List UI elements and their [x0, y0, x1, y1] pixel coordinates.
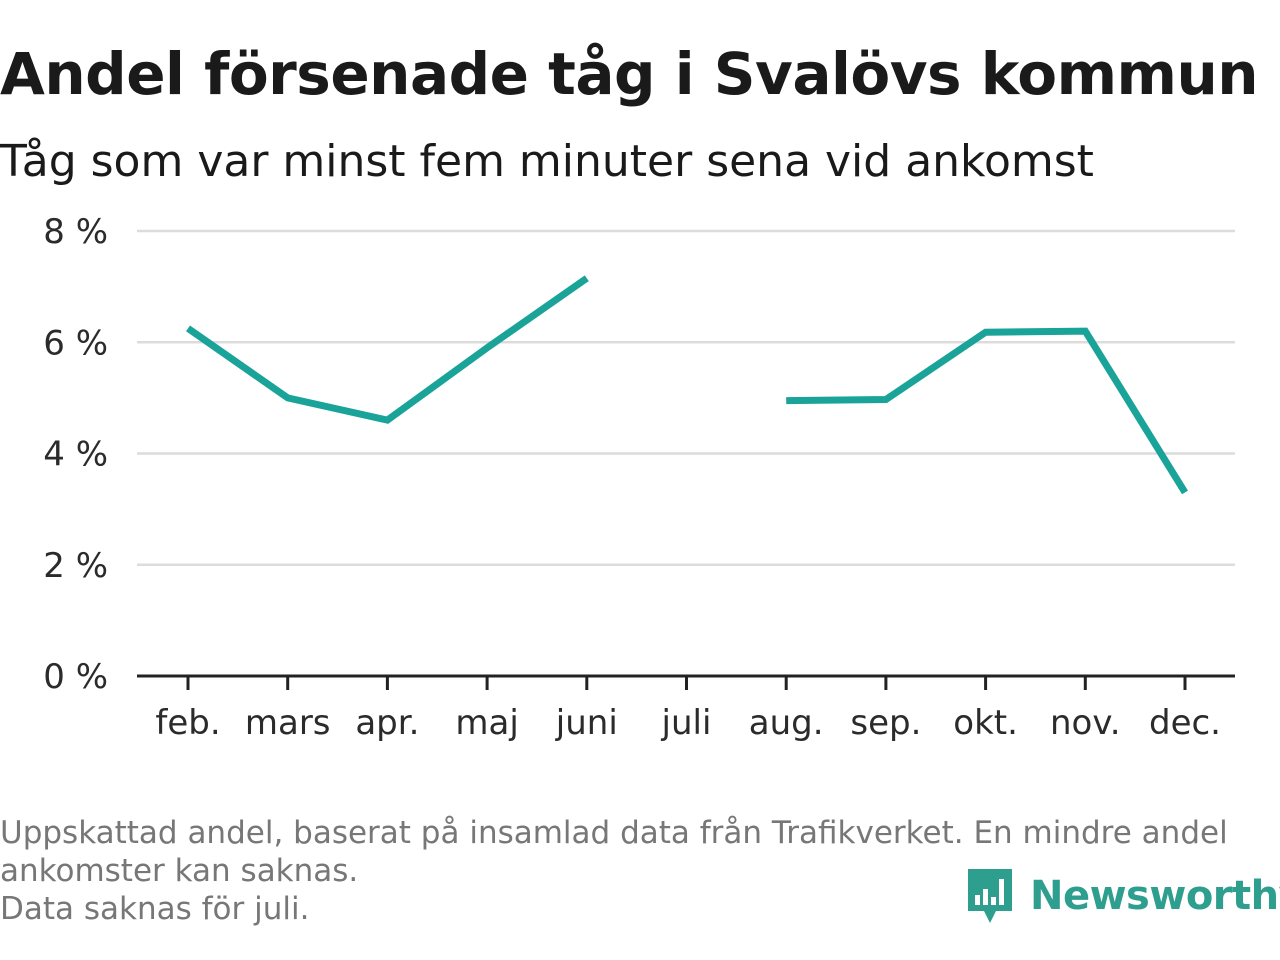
y-tick-label: 6 %: [43, 323, 108, 363]
series-lines: [185, 275, 1188, 495]
x-tick-label: juni: [555, 703, 618, 743]
x-tick-label: mars: [245, 703, 331, 743]
footnote-line-1: Uppskattad andel, baserat på insamlad da…: [0, 815, 1228, 851]
x-tick-label: apr.: [355, 703, 419, 743]
y-axis-ticks: 0 % 2 % 4 % 6 % 8 %: [43, 212, 108, 697]
x-tick-label: aug.: [749, 703, 824, 743]
series-line-segment-2: [786, 327, 1188, 495]
x-tick-label: dec.: [1149, 703, 1221, 743]
x-tick-label: juli: [661, 703, 712, 743]
line-chart: 0 % 2 % 4 % 6 % 8 % feb. mars apr. maj juni juli a…: [43, 212, 1235, 743]
bar-chart-speech-bubble-icon: [968, 869, 1012, 923]
gridlines: [137, 229, 1235, 566]
y-tick-label: 0 %: [43, 657, 108, 697]
x-axis: feb. mars apr. maj juni juli aug. sep. okt. nov. d…: [137, 674, 1235, 743]
x-tick-label: sep.: [850, 703, 921, 743]
x-tick-label: feb.: [155, 703, 220, 743]
x-tick-label: nov.: [1050, 703, 1121, 743]
y-tick-label: 8 %: [43, 212, 108, 252]
y-tick-label: 4 %: [43, 435, 108, 475]
chart-title: Andel försenade tåg i Svalövs kommun: [0, 40, 1259, 108]
series-line-segment-1: [185, 275, 589, 424]
x-tick-label: okt.: [953, 703, 1018, 743]
logo-text: Newsworthy: [1030, 873, 1280, 919]
x-tick-label: maj: [455, 703, 518, 743]
footnote-line-3: Data saknas för juli.: [0, 891, 310, 927]
y-tick-label: 2 %: [43, 546, 108, 586]
footnote-line-2: ankomster kan saknas.: [0, 853, 359, 889]
newsworthy-logo: Newsworthy: [964, 864, 1280, 928]
chart-subtitle: Tåg som var minst fem minuter sena vid a…: [0, 136, 1094, 187]
footnote: Uppskattad andel, baserat på insamlad da…: [0, 814, 1270, 928]
